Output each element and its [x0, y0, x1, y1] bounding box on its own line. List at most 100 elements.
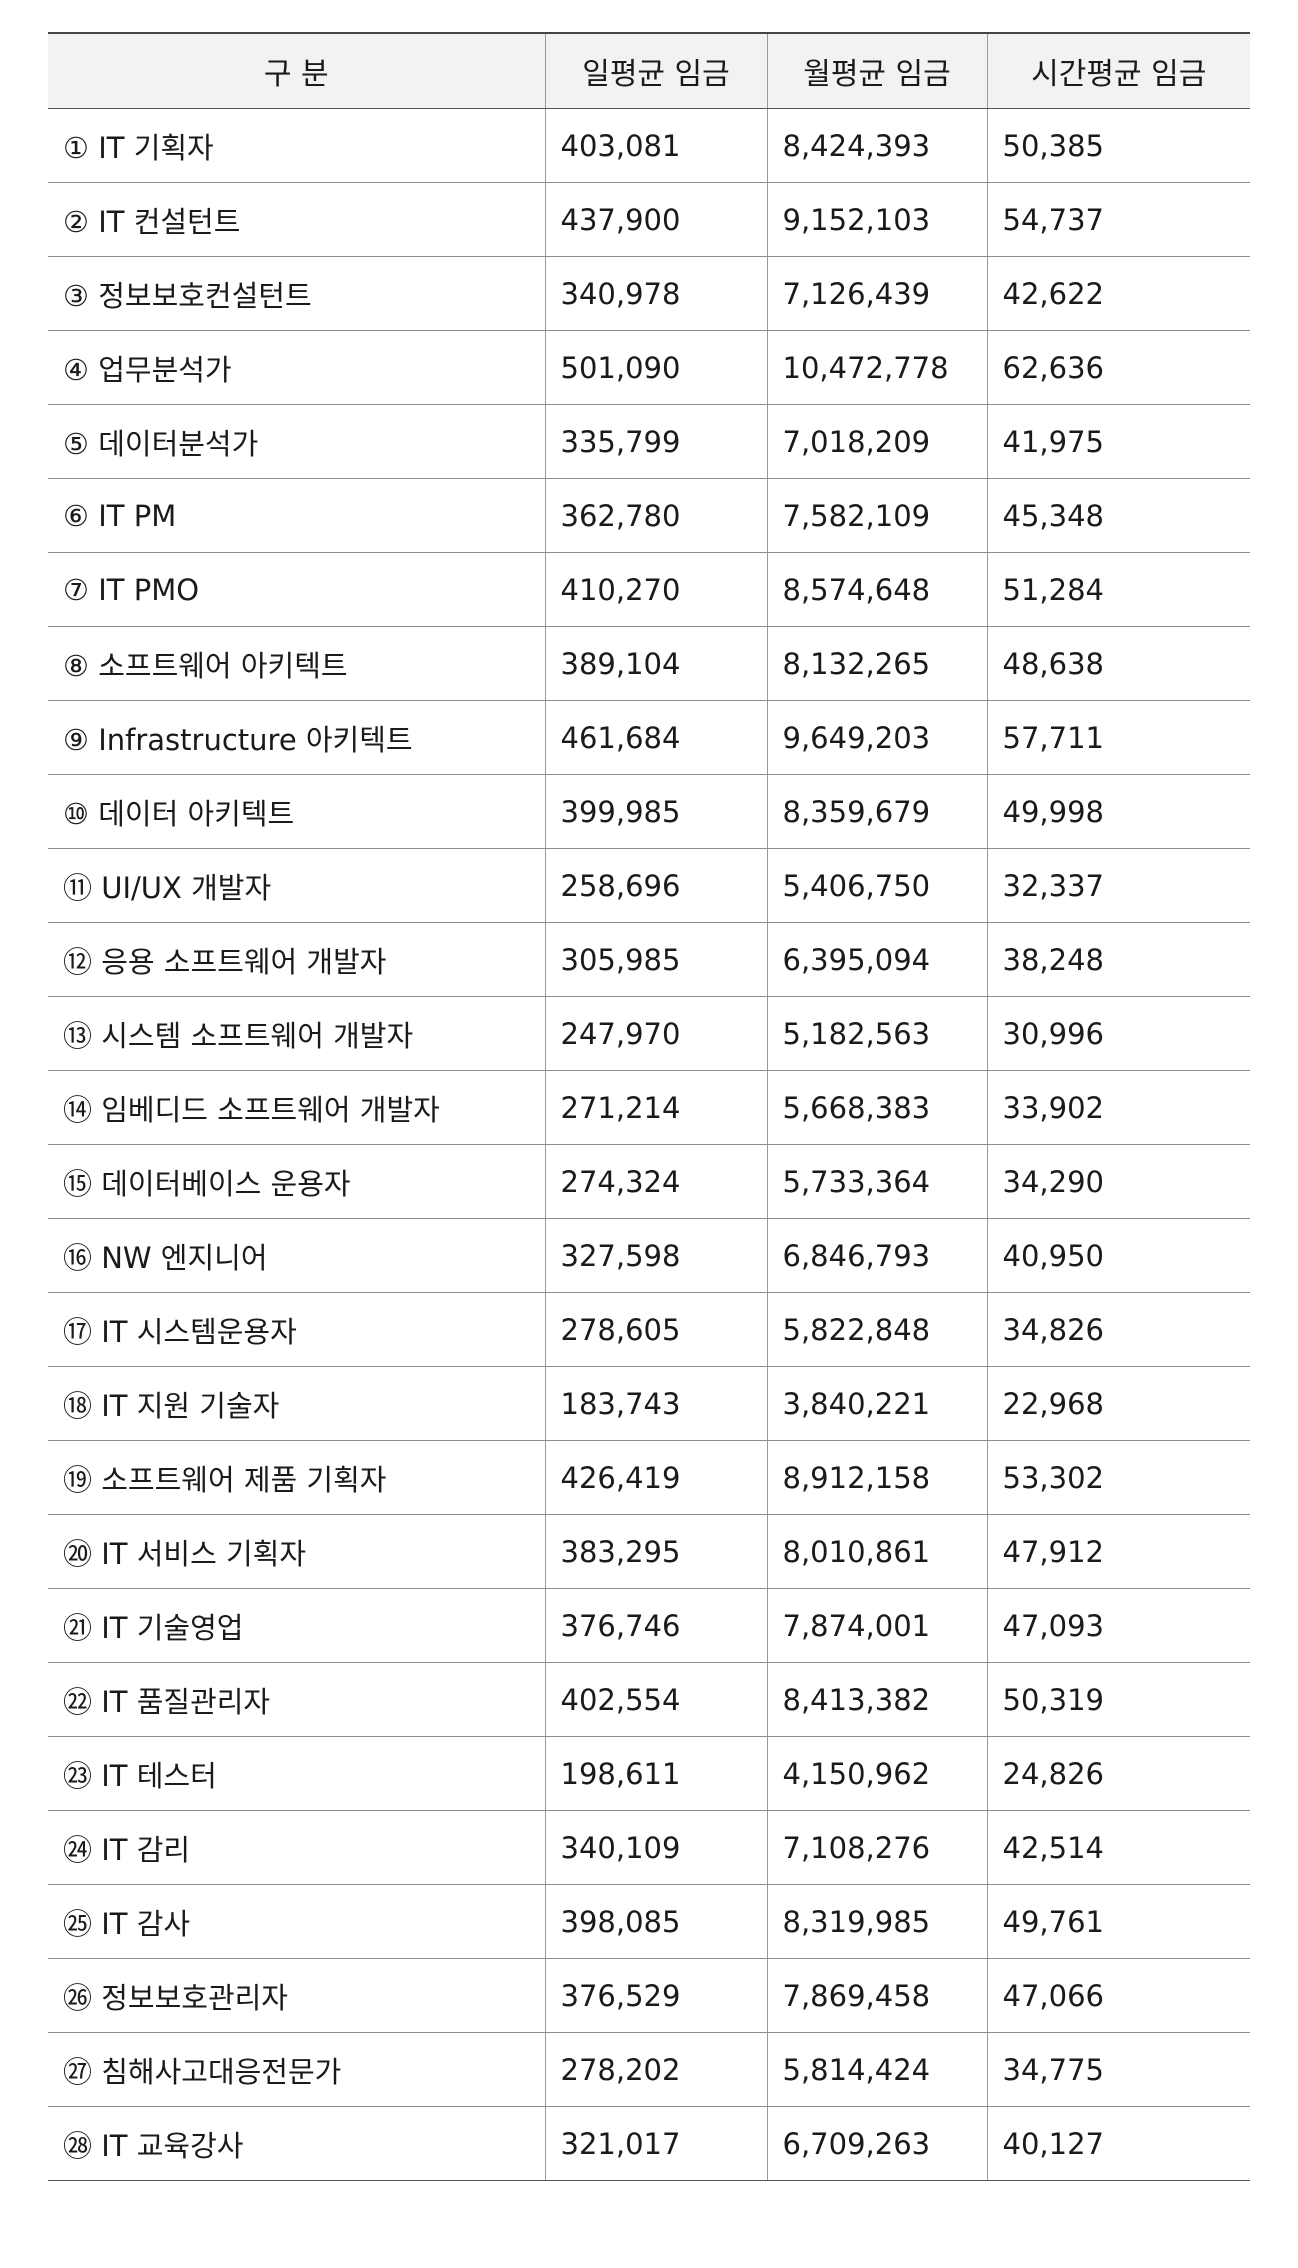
- monthly-wage-cell: 5,733,364: [766, 1144, 987, 1219]
- monthly-wage-cell: 5,668,383: [766, 1070, 987, 1145]
- hourly-wage-cell: 34,775: [986, 2032, 1250, 2107]
- monthly-wage-cell: 7,018,209: [766, 404, 987, 479]
- daily-wage-cell: 271,214: [544, 1070, 767, 1145]
- daily-wage-cell: 399,985: [544, 774, 767, 849]
- daily-wage-cell: 403,081: [544, 108, 767, 183]
- hourly-wage-cell: 42,514: [986, 1810, 1250, 1885]
- table-row: ⑦ IT PMO 410,270 8,574,648 51,284: [48, 552, 1250, 627]
- job-title-cell: ⑥ IT PM: [48, 478, 545, 553]
- monthly-wage-cell: 3,840,221: [766, 1366, 987, 1441]
- table-row: ③ 정보보호컨설턴트 340,978 7,126,439 42,622: [48, 256, 1250, 331]
- table-row: ㉓ IT 테스터 198,611 4,150,962 24,826: [48, 1736, 1250, 1811]
- daily-wage-cell: 501,090: [544, 330, 767, 405]
- daily-wage-cell: 247,970: [544, 996, 767, 1071]
- table-row: ⑬ 시스템 소프트웨어 개발자 247,970 5,182,563 30,996: [48, 996, 1250, 1071]
- table-row: ㉘ IT 교육강사 321,017 6,709,263 40,127: [48, 2106, 1250, 2181]
- job-title-cell: ㉕ IT 감사: [48, 1884, 545, 1959]
- job-title-cell: ④ 업무분석가: [48, 330, 545, 405]
- job-title-cell: ⑳ IT 서비스 기획자: [48, 1514, 545, 1589]
- header-daily-wage: 일평균 임금: [544, 32, 767, 109]
- wage-table: 구 분 일평균 임금 월평균 임금 시간평균 임금 ① IT 기획자 403,08…: [48, 32, 1250, 2181]
- hourly-wage-cell: 32,337: [986, 848, 1250, 923]
- job-title-cell: ⑮ 데이터베이스 운용자: [48, 1144, 545, 1219]
- job-title-cell: ㉔ IT 감리: [48, 1810, 545, 1885]
- daily-wage-cell: 258,696: [544, 848, 767, 923]
- daily-wage-cell: 305,985: [544, 922, 767, 997]
- job-title-cell: ⑪ UI/UX 개발자: [48, 848, 545, 923]
- monthly-wage-cell: 7,582,109: [766, 478, 987, 553]
- daily-wage-cell: 376,529: [544, 1958, 767, 2033]
- monthly-wage-cell: 7,869,458: [766, 1958, 987, 2033]
- daily-wage-cell: 183,743: [544, 1366, 767, 1441]
- daily-wage-cell: 426,419: [544, 1440, 767, 1515]
- daily-wage-cell: 461,684: [544, 700, 767, 775]
- daily-wage-cell: 278,202: [544, 2032, 767, 2107]
- job-title-cell: ㉗ 침해사고대응전문가: [48, 2032, 545, 2107]
- monthly-wage-cell: 8,424,393: [766, 108, 987, 183]
- daily-wage-cell: 278,605: [544, 1292, 767, 1367]
- hourly-wage-cell: 47,066: [986, 1958, 1250, 2033]
- table-row: ㉖ 정보보호관리자 376,529 7,869,458 47,066: [48, 1958, 1250, 2033]
- job-title-cell: ② IT 컨설턴트: [48, 182, 545, 257]
- daily-wage-cell: 383,295: [544, 1514, 767, 1589]
- hourly-wage-cell: 42,622: [986, 256, 1250, 331]
- hourly-wage-cell: 40,950: [986, 1218, 1250, 1293]
- hourly-wage-cell: 34,290: [986, 1144, 1250, 1219]
- table-row: ⑨ Infrastructure 아키텍트 461,684 9,649,203 57,…: [48, 700, 1250, 775]
- daily-wage-cell: 321,017: [544, 2106, 767, 2181]
- job-title-cell: ⑨ Infrastructure 아키텍트: [48, 700, 545, 775]
- daily-wage-cell: 398,085: [544, 1884, 767, 1959]
- hourly-wage-cell: 38,248: [986, 922, 1250, 997]
- daily-wage-cell: 198,611: [544, 1736, 767, 1811]
- hourly-wage-cell: 47,912: [986, 1514, 1250, 1589]
- table-row: ㉔ IT 감리 340,109 7,108,276 42,514: [48, 1810, 1250, 1885]
- table-body: ① IT 기획자 403,081 8,424,393 50,385 ② IT 컨설턴트 4…: [48, 108, 1250, 2181]
- hourly-wage-cell: 45,348: [986, 478, 1250, 553]
- hourly-wage-cell: 24,826: [986, 1736, 1250, 1811]
- job-title-cell: ⑭ 임베디드 소프트웨어 개발자: [48, 1070, 545, 1145]
- hourly-wage-cell: 50,385: [986, 108, 1250, 183]
- table-header: 구 분 일평균 임금 월평균 임금 시간평균 임금: [48, 32, 1250, 109]
- daily-wage-cell: 402,554: [544, 1662, 767, 1737]
- monthly-wage-cell: 5,814,424: [766, 2032, 987, 2107]
- monthly-wage-cell: 6,395,094: [766, 922, 987, 997]
- job-title-cell: ㉒ IT 품질관리자: [48, 1662, 545, 1737]
- table-row: ⑳ IT 서비스 기획자 383,295 8,010,861 47,912: [48, 1514, 1250, 1589]
- table-row: ⑪ UI/UX 개발자 258,696 5,406,750 32,337: [48, 848, 1250, 923]
- job-title-cell: ㉘ IT 교육강사: [48, 2106, 545, 2181]
- hourly-wage-cell: 49,761: [986, 1884, 1250, 1959]
- table-row: ㉒ IT 품질관리자 402,554 8,413,382 50,319: [48, 1662, 1250, 1737]
- hourly-wage-cell: 54,737: [986, 182, 1250, 257]
- job-title-cell: ㉓ IT 테스터: [48, 1736, 545, 1811]
- job-title-cell: ⑱ IT 지원 기술자: [48, 1366, 545, 1441]
- header-row: 구 분 일평균 임금 월평균 임금 시간평균 임금: [48, 32, 1250, 109]
- job-title-cell: ⑤ 데이터분석가: [48, 404, 545, 479]
- hourly-wage-cell: 57,711: [986, 700, 1250, 775]
- table-row: ㉕ IT 감사 398,085 8,319,985 49,761: [48, 1884, 1250, 1959]
- monthly-wage-cell: 6,709,263: [766, 2106, 987, 2181]
- table-row: ㉑ IT 기술영업 376,746 7,874,001 47,093: [48, 1588, 1250, 1663]
- job-title-cell: ⑯ NW 엔지니어: [48, 1218, 545, 1293]
- job-title-cell: ① IT 기획자: [48, 108, 545, 183]
- monthly-wage-cell: 8,359,679: [766, 774, 987, 849]
- daily-wage-cell: 410,270: [544, 552, 767, 627]
- table-row: ⑥ IT PM 362,780 7,582,109 45,348: [48, 478, 1250, 553]
- job-title-cell: ⑲ 소프트웨어 제품 기획자: [48, 1440, 545, 1515]
- daily-wage-cell: 340,109: [544, 1810, 767, 1885]
- monthly-wage-cell: 8,912,158: [766, 1440, 987, 1515]
- table-row: ⑫ 응용 소프트웨어 개발자 305,985 6,395,094 38,248: [48, 922, 1250, 997]
- table-row: ② IT 컨설턴트 437,900 9,152,103 54,737: [48, 182, 1250, 257]
- job-title-cell: ③ 정보보호컨설턴트: [48, 256, 545, 331]
- table-row: ⑤ 데이터분석가 335,799 7,018,209 41,975: [48, 404, 1250, 479]
- hourly-wage-cell: 41,975: [986, 404, 1250, 479]
- hourly-wage-cell: 47,093: [986, 1588, 1250, 1663]
- monthly-wage-cell: 7,874,001: [766, 1588, 987, 1663]
- hourly-wage-cell: 22,968: [986, 1366, 1250, 1441]
- job-title-cell: ⑰ IT 시스템운용자: [48, 1292, 545, 1367]
- daily-wage-cell: 327,598: [544, 1218, 767, 1293]
- hourly-wage-cell: 30,996: [986, 996, 1250, 1071]
- header-category: 구 분: [48, 32, 545, 109]
- header-monthly-wage: 월평균 임금: [766, 32, 987, 109]
- monthly-wage-cell: 8,132,265: [766, 626, 987, 701]
- daily-wage-cell: 274,324: [544, 1144, 767, 1219]
